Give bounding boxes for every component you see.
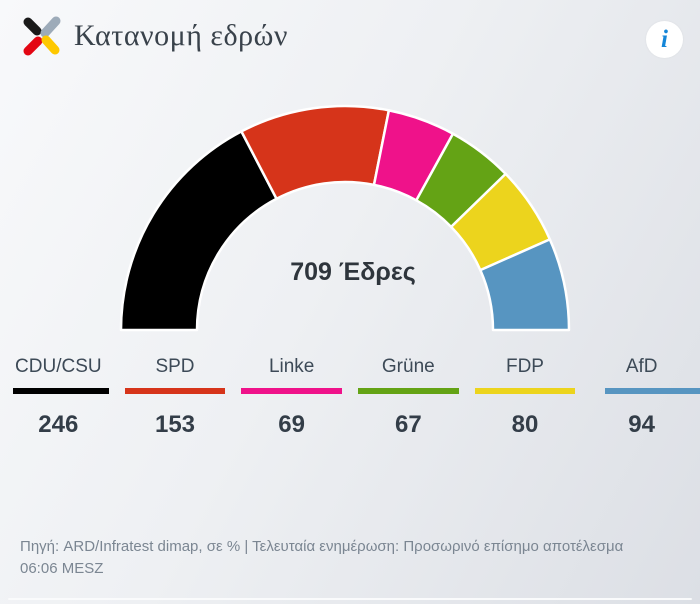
party-seat-count: 153	[154, 411, 196, 438]
party-seat-count: 80	[511, 411, 539, 438]
party-color-bar	[13, 388, 109, 394]
party-color-bar	[357, 388, 459, 394]
party-name: Grüne	[381, 356, 435, 377]
page-title: Κατανομή εδρών	[74, 19, 288, 52]
gauge-segment-cdu-csu	[119, 130, 278, 332]
legend-item: FDP 80	[467, 356, 584, 439]
party-seat-count: 246	[38, 411, 79, 438]
party-name: AfD	[625, 356, 658, 377]
gauge-segment-afd	[479, 238, 571, 332]
legend-item: SPD 153	[117, 356, 234, 439]
legend-item: Linke 69	[233, 356, 350, 439]
half-donut-chart	[0, 86, 700, 336]
party-name: CDU/CSU	[15, 356, 102, 377]
party-name: Linke	[268, 356, 315, 377]
party-seat-count: 94	[628, 411, 655, 438]
legend-item: CDU/CSU 246	[0, 356, 117, 439]
party-color-bar	[124, 388, 226, 394]
party-color-bar	[241, 388, 342, 394]
info-icon: i	[661, 25, 668, 53]
party-name: SPD	[155, 356, 195, 377]
party-seat-count: 67	[394, 411, 422, 438]
total-seats-label: 709 Έδρες	[290, 258, 416, 286]
legend: CDU/CSU 246 SPD 153 Linke 69 Grüne 67 FD…	[0, 356, 700, 439]
party-seat-count: 69	[278, 411, 305, 438]
party-color-bar	[605, 388, 700, 394]
party-color-bar	[474, 388, 576, 394]
legend-item: Grüne 67	[350, 356, 467, 439]
source-text: Πηγή: ARD/Infratest dimap, σε % | Τελευτ…	[20, 538, 624, 577]
legend-item: AfD 94	[583, 356, 700, 439]
header: Κατανομή εδρών	[20, 14, 630, 58]
party-name: FDP	[505, 356, 544, 377]
x-cross-logo-icon	[23, 16, 61, 56]
bottom-divider	[8, 598, 692, 600]
info-button[interactable]: i	[646, 21, 683, 58]
